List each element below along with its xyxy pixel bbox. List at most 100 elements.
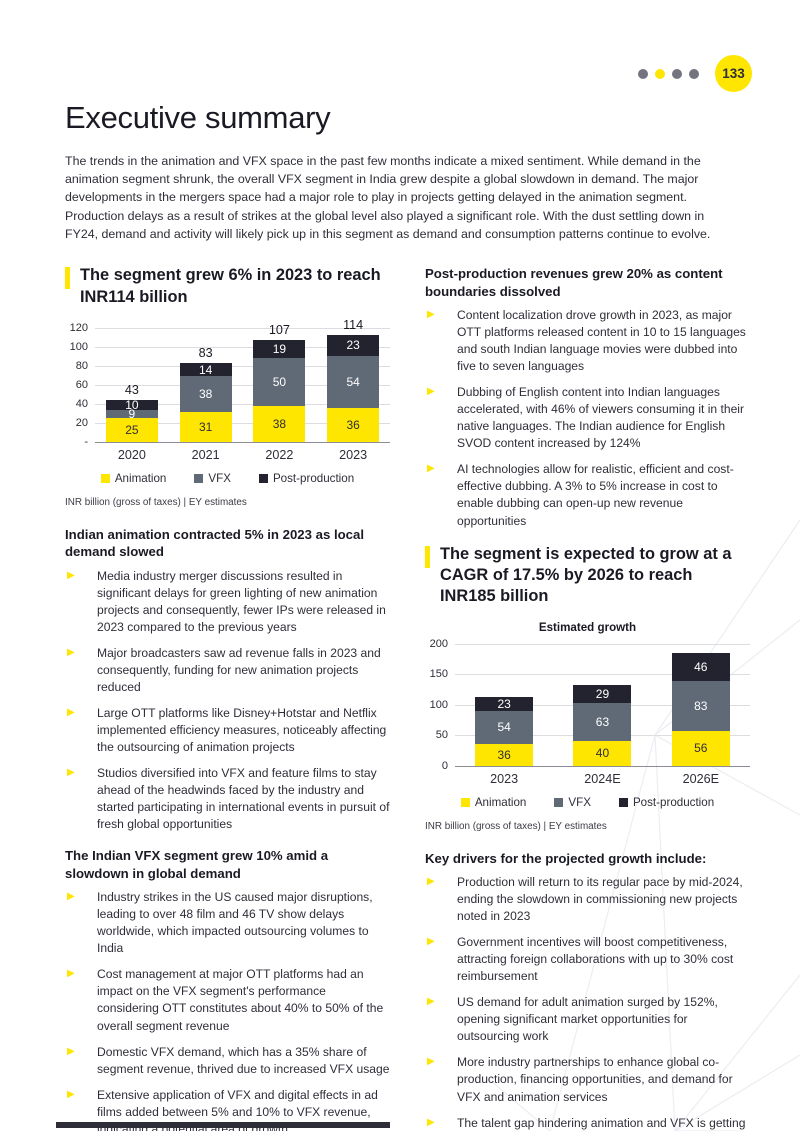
bullet-item: ▶ Domestic VFX demand, which has a 35% sh… (65, 1044, 390, 1078)
bullet-text: Large OTT platforms like Disney+Hotstar … (97, 706, 387, 755)
bar-total-label: 107 (268, 323, 290, 338)
bar-segment: 54 (475, 710, 534, 744)
bullet-list: ▶ Media industry merger discussions resul… (65, 568, 390, 834)
page-number-badge: 133 (715, 55, 752, 92)
bullet-arrow-icon: ▶ (67, 767, 75, 779)
gridline (95, 384, 390, 386)
legend-swatch-icon (258, 473, 268, 483)
bar-segment: 50 (253, 358, 306, 406)
bullet-item: ▶ US demand for adult animation surged by… (425, 994, 750, 1045)
chart-plot-area: 200 150 100 50 0 36 54 23 40 63 29 56 83 46 (425, 638, 750, 772)
chart-legend: Animation VFX Post-production (65, 472, 390, 485)
text-section: Indian animation contracted 5% in 2023 a… (65, 526, 390, 834)
pagination-dot-icon (689, 68, 699, 79)
bullet-text: Industry strikes in the US caused major … (97, 890, 373, 956)
bar: 31 38 14 83 (179, 346, 232, 442)
bar-segment: 23 (475, 696, 534, 711)
right-column: Post-production revenues grew 20% as con… (425, 265, 750, 1131)
gridline (95, 365, 390, 367)
chart-title: Estimated growth (538, 620, 637, 634)
pagination-dot-icon (638, 68, 648, 79)
bullet-text: Content localization drove growth in 202… (457, 308, 746, 374)
legend-swatch-icon (100, 473, 110, 483)
x-axis-tick-label: 2020 (117, 447, 146, 462)
y-axis-tick-label: 80 (75, 359, 88, 372)
y-axis-tick-label: 150 (429, 668, 448, 681)
bullet-text: AI technologies allow for realistic, eff… (457, 462, 734, 528)
gridline (95, 422, 390, 424)
bar-total-label: 83 (198, 346, 213, 360)
bar: 36 54 23 114 (327, 318, 380, 442)
section-heading: Key drivers for the projected growth inc… (425, 850, 707, 866)
x-axis-tick-label: 2022 (265, 447, 294, 462)
bar-segment: 38 (179, 376, 232, 413)
bullet-arrow-icon: ▶ (427, 463, 435, 475)
bar: 40 63 29 (573, 685, 632, 766)
y-axis-tick-label: 120 (69, 321, 88, 334)
section-heading: Post-production revenues grew 20% as con… (425, 266, 723, 299)
bar-segment: 38 (253, 405, 306, 442)
legend-label: VFX (208, 471, 231, 485)
text-section: The Indian VFX segment grew 10% amid a s… (65, 847, 390, 1131)
bullet-text: Domestic VFX demand, which has a 35% sha… (97, 1044, 390, 1076)
bullet-list: ▶ Industry strikes in the US caused major… (65, 889, 390, 1131)
bullet-text: Government incentives will boost competi… (457, 935, 734, 984)
y-axis-tick-label: 20 (75, 416, 88, 429)
bullet-item: ▶ Studios diversified into VFX and featur… (65, 765, 390, 833)
bar-total-label: 43 (124, 383, 139, 398)
bar-segment: 40 (573, 741, 632, 766)
y-axis-tick-label: 50 (435, 729, 448, 742)
legend-item: VFX (554, 796, 591, 809)
legend-label: VFX (568, 795, 591, 809)
bullet-arrow-icon: ▶ (67, 1045, 75, 1057)
pagination-dot-icon (655, 68, 665, 79)
bullet-arrow-icon: ▶ (427, 1056, 435, 1068)
bar: 56 83 46 (671, 652, 730, 766)
y-axis-tick-label: 0 (441, 759, 448, 772)
gridline (95, 327, 390, 329)
bullet-text: Dubbing of English content into Indian l… (457, 385, 745, 451)
bar-segment: 29 (573, 685, 632, 703)
chart-source-caption: INR billion (gross of taxes) | EY estima… (425, 820, 607, 832)
bullet-text: Studios diversified into VFX and feature… (97, 766, 390, 832)
content-columns: The segment grew 6% in 2023 to reach INR… (0, 243, 800, 1131)
stacked-bar-chart: 120 100 80 60 40 20-25 9 10 43 31 38 14 83 38 50 19 107 3… (65, 318, 390, 508)
bullet-arrow-icon: ▶ (67, 891, 75, 903)
bullet-item: ▶ Cost management at major OTT platforms … (65, 966, 390, 1034)
y-axis-tick-label: 40 (75, 397, 88, 410)
x-axis-tick-label: 2024E (584, 771, 621, 786)
bar: 36 54 23 (475, 696, 534, 766)
legend-swatch-icon (194, 473, 204, 483)
bullet-item: ▶ Industry strikes in the US caused major… (65, 889, 390, 957)
bullet-item: ▶ The talent gap hindering animation and … (425, 1115, 750, 1131)
bullet-item: ▶ More industry partnerships to enhance g… (425, 1054, 750, 1105)
bullet-item: ▶ Content localization drove growth in 20… (425, 307, 750, 375)
y-axis-tick-label: 100 (69, 340, 88, 353)
y-axis-tick-label: 60 (75, 378, 88, 391)
x-axis-tick-label: 2023 (490, 771, 519, 786)
bar-segment: 63 (573, 702, 632, 742)
bar-segment: 83 (671, 680, 730, 732)
y-axis-tick-label: 100 (429, 698, 448, 711)
bullet-item: ▶ Dubbing of English content into Indian … (425, 384, 750, 452)
bullet-text: The talent gap hindering animation and V… (457, 1115, 746, 1130)
bar-segment: 9 (105, 408, 158, 420)
bar: 25 9 10 43 (105, 383, 158, 442)
bullet-arrow-icon: ▶ (427, 309, 435, 321)
bullet-arrow-icon: ▶ (427, 1116, 435, 1128)
section-feature-heading: The segment is expected to grow at a CAG… (425, 544, 750, 608)
bullet-text: Major broadcasters saw ad revenue falls … (97, 645, 381, 694)
chart-legend: Animation VFX Post-production (425, 796, 750, 809)
legend-label: Post-production (272, 471, 355, 485)
bullet-arrow-icon: ▶ (67, 646, 75, 658)
legend-swatch-icon (618, 797, 628, 807)
legend-item: Animation (460, 796, 526, 809)
x-axis-labels: 2020 2021 2022 2023 (95, 448, 390, 462)
bar-segment: 10 (105, 399, 158, 410)
bullet-arrow-icon: ▶ (67, 1088, 75, 1100)
legend-swatch-icon (460, 797, 470, 807)
x-axis-tick-label: 2023 (339, 447, 368, 462)
bar-segment: 31 (179, 412, 232, 442)
legend-swatch-icon (554, 797, 564, 807)
